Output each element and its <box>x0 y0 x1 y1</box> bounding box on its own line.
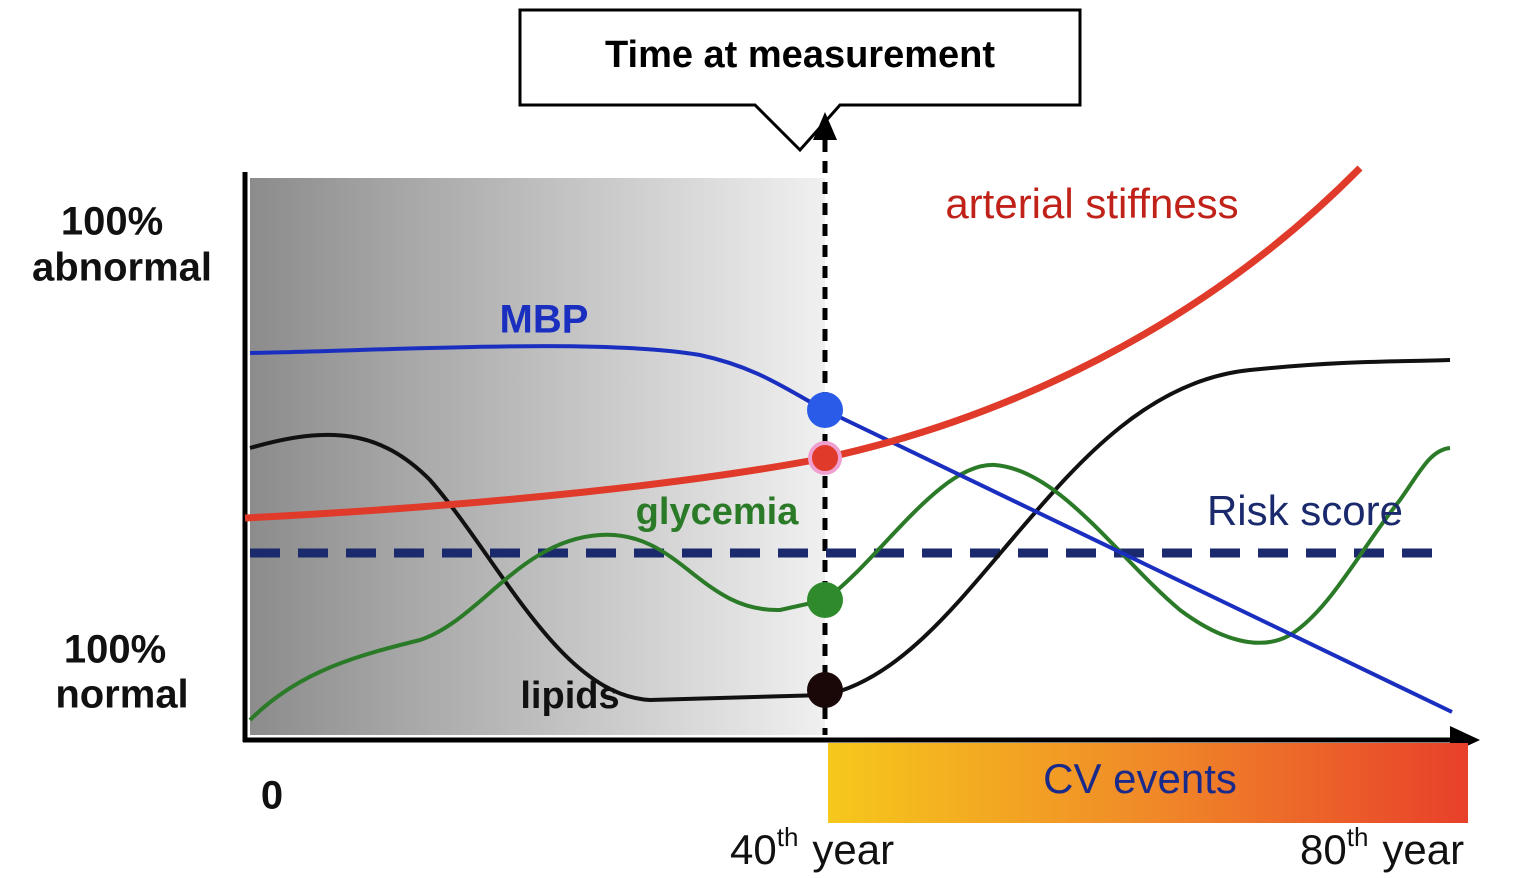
lipids-label: lipids <box>520 675 619 717</box>
past-region <box>250 178 825 735</box>
lipids-curve <box>249 358 1451 703</box>
cv-events-label: CV events <box>1043 755 1237 802</box>
x-end-number: 80 <box>1300 826 1347 873</box>
mbp-curve <box>249 344 1453 714</box>
measurement-arrow <box>813 112 837 140</box>
x-start-number: 40 <box>730 826 777 873</box>
glycemia-curve <box>248 446 1451 722</box>
x-end-unit: year <box>1382 826 1464 873</box>
stiffness-label: arterial stiffness <box>945 180 1238 227</box>
callout-text: Time at measurement <box>605 34 995 76</box>
x-end-label: 80th year <box>1300 822 1464 873</box>
lipids-point <box>807 672 843 708</box>
y-bottom-line2: normal <box>55 673 188 717</box>
x-start-suffix: th <box>777 822 799 852</box>
y-top-line2: abnormal <box>32 246 212 290</box>
risk-score-label: Risk score <box>1207 487 1403 534</box>
x-start-label: 40th year <box>730 822 894 873</box>
y-top-line1: 100% <box>61 200 163 244</box>
glycemia-point <box>807 582 843 618</box>
mbp-label: MBP <box>500 298 589 342</box>
stiffness-point <box>808 441 842 475</box>
glycemia-label: glycemia <box>636 491 800 533</box>
cv-events-band <box>828 743 1468 823</box>
callout-box <box>518 8 1082 153</box>
x-start-unit: year <box>812 826 894 873</box>
x-origin: 0 <box>261 774 283 818</box>
mbp-point <box>807 392 843 428</box>
x-end-suffix: th <box>1347 822 1369 852</box>
y-bottom-line1: 100% <box>64 628 166 672</box>
